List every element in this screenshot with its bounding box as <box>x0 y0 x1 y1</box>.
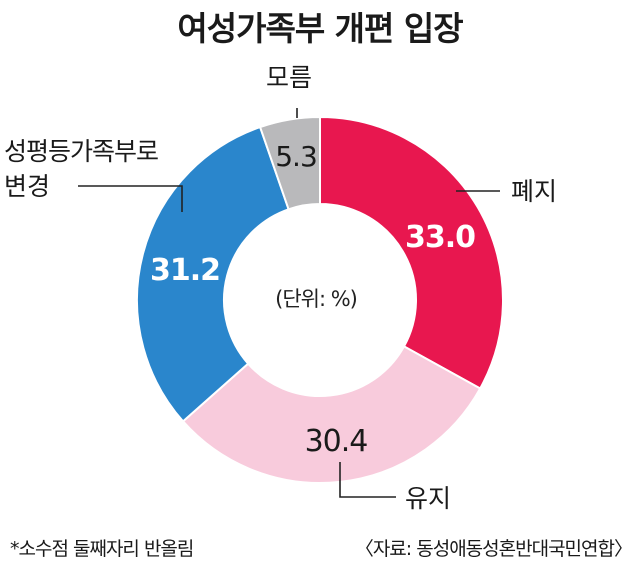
category-label-change-line1: 성평등가족부로 <box>4 137 158 166</box>
donut-slice-unknown <box>258 115 321 211</box>
footnote: *소수점 둘째자리 반올림 <box>10 538 194 560</box>
donut-slice-change <box>136 125 290 423</box>
slice-value-abolish: 33.0 <box>405 220 475 255</box>
slice-value-unknown: 5.3 <box>275 140 317 173</box>
leader-line-keep <box>339 462 396 498</box>
source-note: 〈자료: 동성애동성혼반대국민연합〉 <box>354 538 633 560</box>
category-label-unknown: 모름 <box>266 63 312 92</box>
donut-slice-keep <box>181 345 482 484</box>
category-label-change-line2: 변경 <box>4 172 50 201</box>
slice-value-keep: 30.4 <box>305 424 368 459</box>
donut-slices <box>136 115 504 484</box>
leader-line-change <box>78 185 183 212</box>
slice-value-change: 31.2 <box>150 253 220 288</box>
unit-note: (단위: %) <box>275 287 357 311</box>
category-label-abolish: 폐지 <box>511 177 557 206</box>
chart-title: 여성가족부 개편 입장 <box>177 9 463 48</box>
category-label-keep: 유지 <box>405 484 451 513</box>
donut-slice-abolish <box>319 115 504 390</box>
